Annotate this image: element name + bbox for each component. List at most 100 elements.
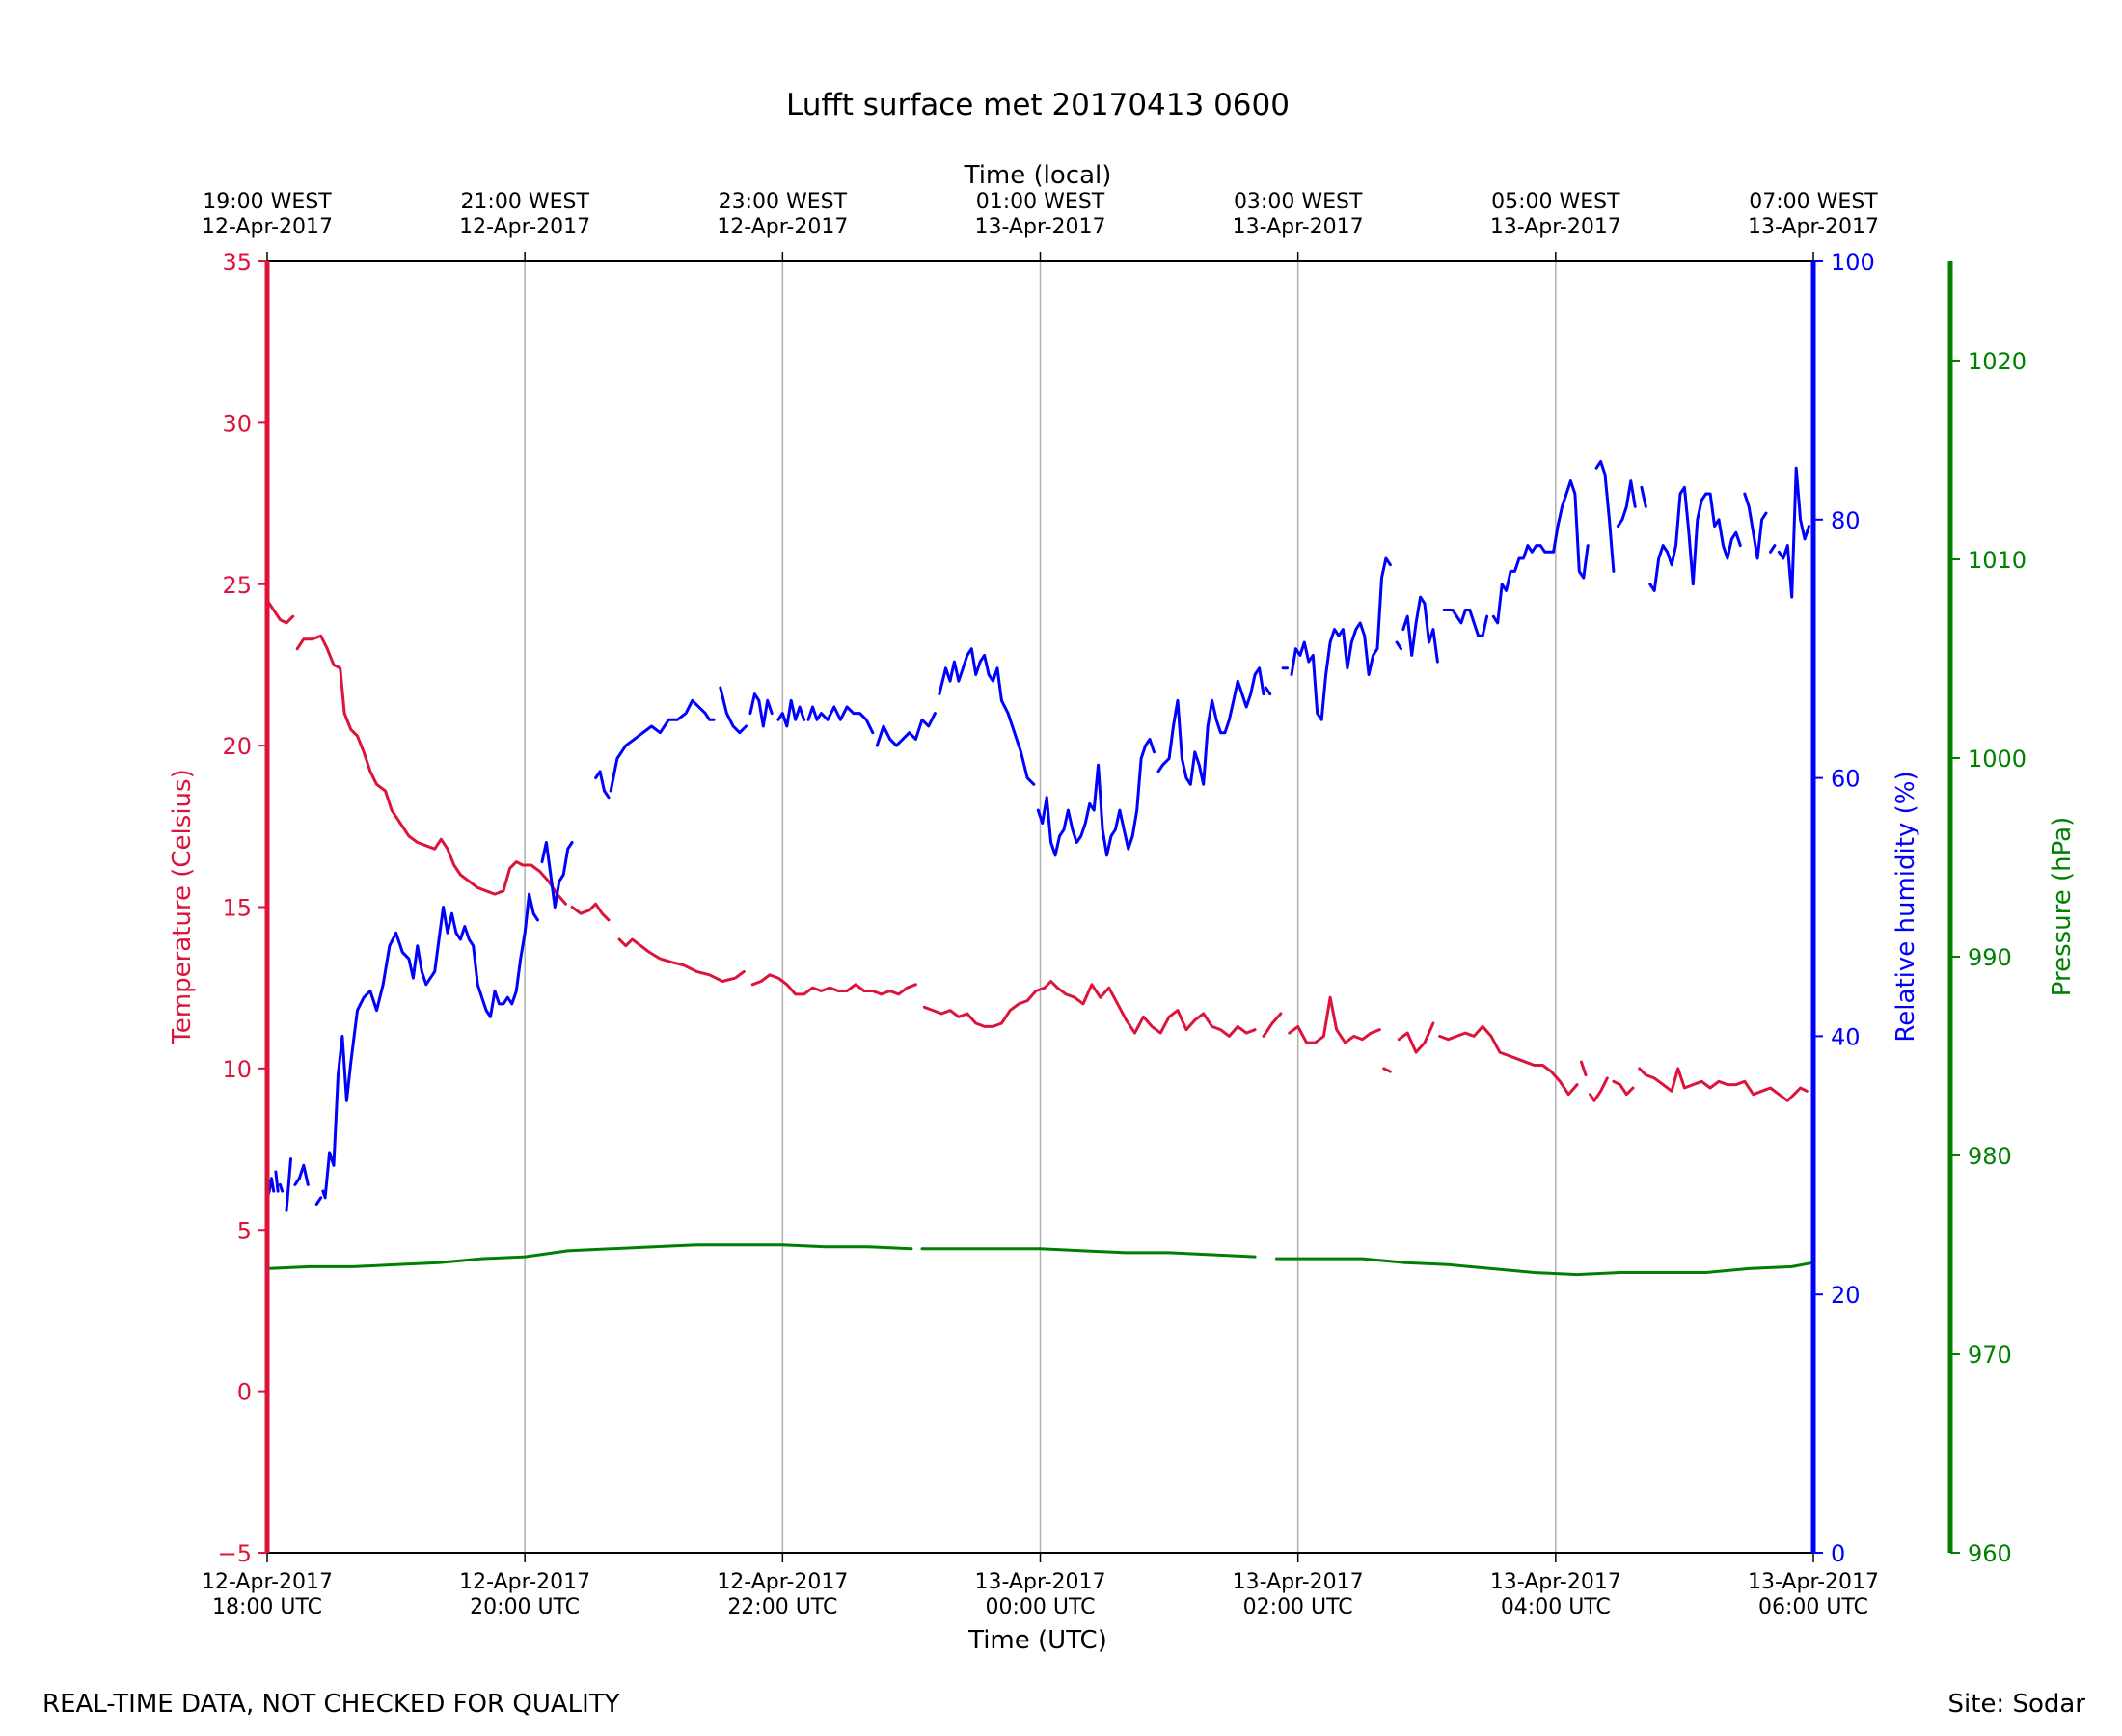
y-tick-label: 10 <box>222 1056 252 1083</box>
humidity-line-segment <box>1395 640 1402 651</box>
x-tick-label-date: 13-Apr-2017 <box>1748 1570 1879 1594</box>
x-tick-label-date: 13-Apr-2017 <box>974 1570 1105 1594</box>
y-tick-label: 960 <box>1968 1540 2012 1567</box>
y-tick-label: 60 <box>1831 766 1861 793</box>
y-tick-label: 35 <box>222 249 252 276</box>
y-tick-label: 5 <box>237 1217 252 1244</box>
series-layer <box>265 460 1815 1277</box>
humidity-line-segment <box>1743 492 1768 560</box>
y-tick-label: 970 <box>1968 1342 2012 1369</box>
humidity-line-segment <box>1777 466 1810 599</box>
temperature-line-segment <box>1580 1060 1588 1077</box>
humidity-line-segment <box>1264 686 1272 696</box>
y-tick-label: 0 <box>1831 1540 1845 1567</box>
x-top-tick-label-date: 13-Apr-2017 <box>1490 215 1621 239</box>
temperature-line-segment <box>1438 1024 1579 1097</box>
y-tick-label: 30 <box>222 410 252 437</box>
temperature-axis-label: Temperature (Celsius) <box>168 769 197 1044</box>
x-top-tick-label-date: 13-Apr-2017 <box>974 215 1105 239</box>
humidity-line-segment <box>1442 609 1489 637</box>
vertical-gridlines <box>524 261 1557 1553</box>
x-axis-label-top: Time (local) <box>964 161 1112 190</box>
humidity-axis-label: Relative humidity (%) <box>1891 771 1920 1042</box>
temperature-line-segment <box>1288 995 1381 1044</box>
pressure-line-segment <box>1274 1257 1815 1277</box>
x-top-tick-label-time: 05:00 WEST <box>1491 190 1620 214</box>
pressure-line-segment <box>265 1243 913 1270</box>
pressure-axis-label: Pressure (hPa) <box>2048 817 2077 997</box>
x-top-tick-label-date: 13-Apr-2017 <box>1233 215 1364 239</box>
disclaimer-text: REAL-TIME DATA, NOT CHECKED FOR QUALITY <box>42 1690 620 1719</box>
y-tick-label: 990 <box>1968 944 2012 971</box>
x-tick-label-date: 12-Apr-2017 <box>202 1570 333 1594</box>
humidity-line-segment <box>540 841 574 909</box>
chart-title: Lufft surface met 20170413 0600 <box>786 88 1290 122</box>
y-tick-label: 80 <box>1831 507 1861 534</box>
y-tick-label: 0 <box>237 1379 252 1406</box>
humidity-line-segment <box>776 698 806 728</box>
y-tick-label: 25 <box>222 572 252 599</box>
humidity-line-segment <box>609 698 716 793</box>
temperature-line-segment <box>265 599 295 625</box>
temperature-line-segment <box>295 634 567 906</box>
y-tick-label: 1000 <box>1968 746 2027 773</box>
x-tick-label-time: 00:00 UTC <box>985 1595 1095 1619</box>
humidity-line-segment <box>1769 544 1777 554</box>
x-top-tick-label-date: 12-Apr-2017 <box>202 215 333 239</box>
x-tick-label-time: 04:00 UTC <box>1501 1595 1611 1619</box>
x-top-tick-label-time: 03:00 WEST <box>1234 190 1363 214</box>
x-tick-label-time: 02:00 UTC <box>1243 1595 1353 1619</box>
x-tick-label-time: 20:00 UTC <box>470 1595 580 1619</box>
humidity-line-segment <box>748 692 774 728</box>
x-axis-label: Time (UTC) <box>967 1626 1107 1655</box>
y-tick-label: 100 <box>1831 249 1875 276</box>
humidity-line-segment <box>293 1163 310 1186</box>
humidity-line-segment <box>314 1196 323 1206</box>
y-tick-label: 1010 <box>1968 547 2027 574</box>
pressure-line-segment <box>920 1247 1257 1259</box>
x-tick-label-date: 12-Apr-2017 <box>717 1570 848 1594</box>
y-tick-label: 20 <box>1831 1282 1861 1309</box>
humidity-line-segment <box>1640 485 1647 508</box>
temperature-line-segment <box>1638 1067 1809 1102</box>
humidity-line-segment <box>1156 666 1265 786</box>
pressure-ticks: 960 970 980 990 1000 1010 1020 <box>1950 348 2027 1567</box>
humidity-line-segment <box>1594 460 1616 573</box>
x-top-tick-label-time: 01:00 WEST <box>976 190 1105 214</box>
humidity-line-segment <box>321 892 539 1200</box>
x-tick-label-date: 13-Apr-2017 <box>1233 1570 1364 1594</box>
plot-frame <box>264 260 1953 1554</box>
x-top-tick-label-date: 13-Apr-2017 <box>1748 215 1879 239</box>
humidity-line-segment <box>278 1182 285 1193</box>
y-tick-label: 1020 <box>1968 348 2027 375</box>
humidity-line-segment <box>285 1157 292 1212</box>
temperature-line-segment <box>617 937 746 983</box>
x-tick-label-time: 22:00 UTC <box>727 1595 837 1619</box>
humidity-line-segment <box>1036 737 1156 857</box>
temperature-line-segment <box>1589 1076 1609 1102</box>
x-tick-label-time: 18:00 UTC <box>212 1595 322 1619</box>
humidity-line-segment <box>806 705 875 735</box>
temperature-line-segment <box>1262 1012 1283 1038</box>
temperature-line-segment <box>750 973 917 996</box>
humidity-line-segment <box>1290 556 1392 721</box>
y-tick-label: 20 <box>222 733 252 760</box>
x-top-tick-label-time: 07:00 WEST <box>1749 190 1878 214</box>
temperature-line-segment <box>570 902 611 922</box>
humidity-line-segment <box>1648 485 1742 592</box>
x-top-tick-label-date: 12-Apr-2017 <box>717 215 848 239</box>
humidity-line-segment <box>594 770 611 800</box>
temperature-line-segment <box>922 980 1257 1038</box>
x-tick-label-time: 06:00 UTC <box>1758 1595 1868 1619</box>
x-top-tick-label-time: 19:00 WEST <box>203 190 332 214</box>
x-top-tick-label-time: 21:00 WEST <box>460 190 589 214</box>
x-top-tick-label-date: 12-Apr-2017 <box>459 215 590 239</box>
y-tick-label: 15 <box>222 895 252 922</box>
y-tick-label: 980 <box>1968 1143 2012 1170</box>
humidity-line-segment <box>1491 479 1590 625</box>
humidity-line-segment <box>719 686 748 735</box>
temperature-line-segment <box>1382 1067 1392 1073</box>
temperature-line-segment <box>1397 1021 1435 1054</box>
